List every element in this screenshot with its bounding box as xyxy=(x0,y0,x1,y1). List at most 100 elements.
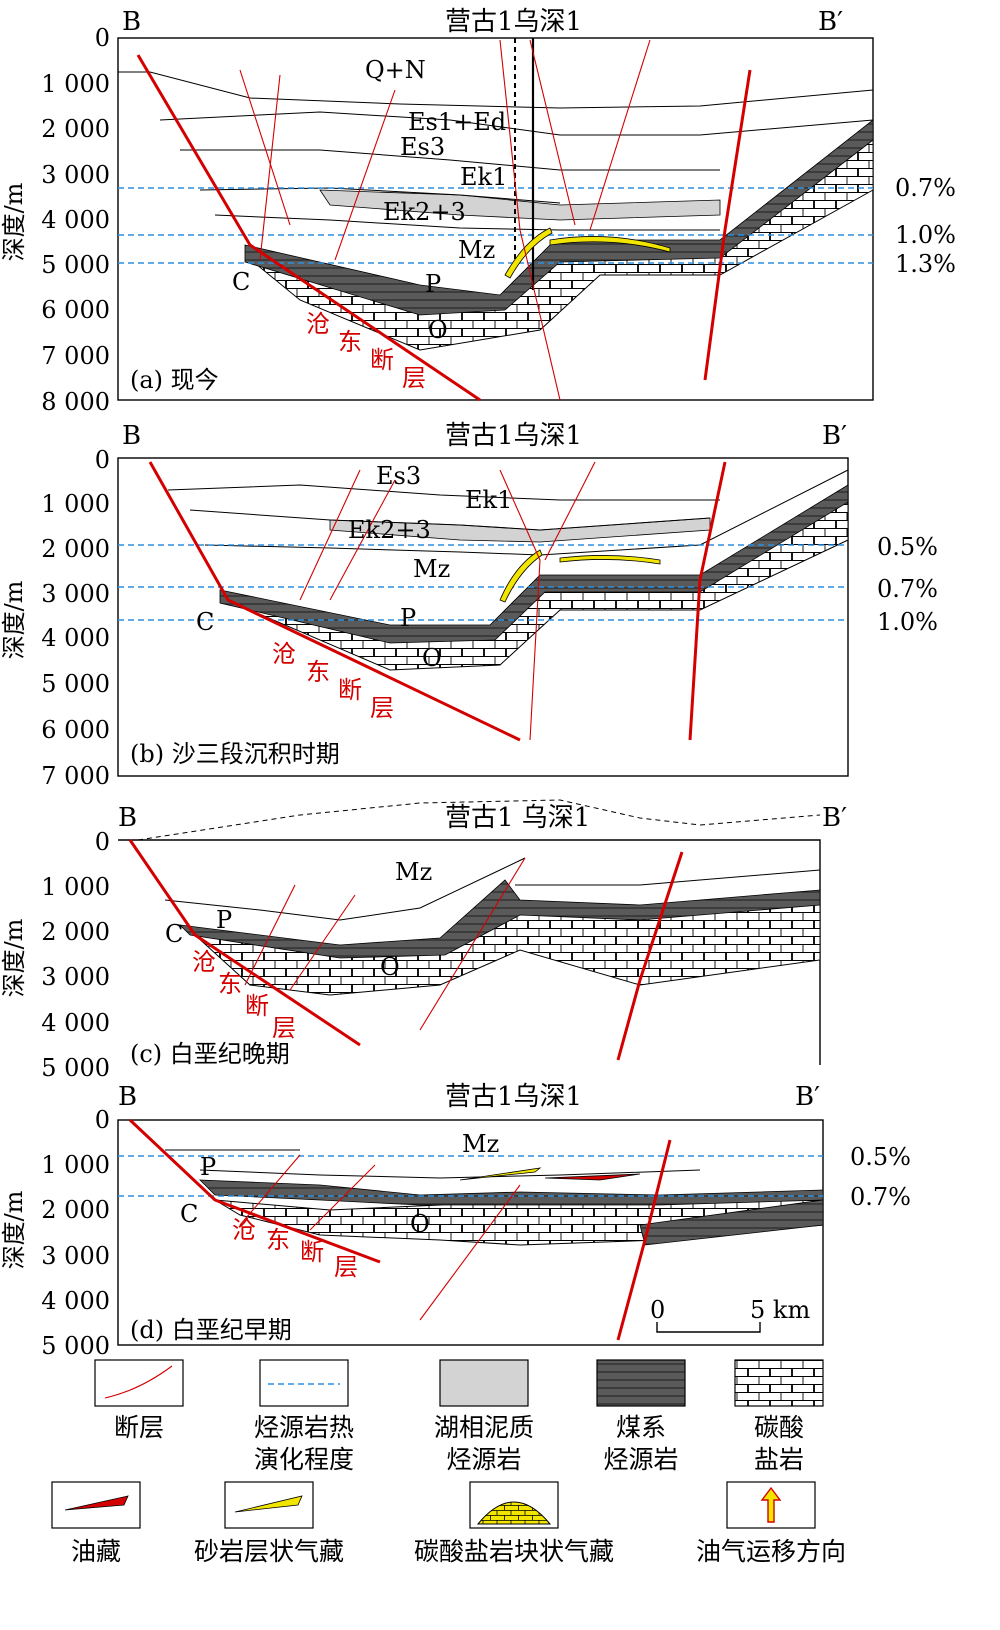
coal-source-unit xyxy=(639,1199,824,1246)
depth-tick: 0 xyxy=(95,828,110,856)
unit-labels: Es3 Ek1 Ek2+3 Mz C P O xyxy=(196,462,512,672)
scale-bar: 0 5 km xyxy=(650,1296,810,1333)
sandstone-gas xyxy=(504,227,553,279)
depth-tick: 4 000 xyxy=(41,1287,110,1315)
legend-swatch-isoline xyxy=(259,1359,349,1407)
legend-migration-arrow-icon xyxy=(760,1486,782,1523)
legend-label: 烃源岩 xyxy=(446,1445,521,1474)
section-start-label: B xyxy=(122,7,141,37)
fault-name-char: 层 xyxy=(370,694,394,722)
sandstone-gas xyxy=(549,236,671,253)
legend-swatch-carbonate xyxy=(734,1359,824,1407)
ro-label: 0.7% xyxy=(877,575,938,603)
depth-tick: 1 000 xyxy=(41,1151,110,1179)
strat-line xyxy=(199,187,561,204)
fault xyxy=(239,69,291,226)
depth-ticks: 0 1 000 2 000 3 000 4 000 5 000 6 000 7 … xyxy=(41,24,110,416)
depth-tick: 2 000 xyxy=(41,535,110,563)
panel-caption: (a) 现今 xyxy=(130,366,219,394)
section-start-label: B xyxy=(122,421,141,451)
fault-name-char: 沧 xyxy=(192,948,216,976)
unit-label: Ek2+3 xyxy=(348,516,431,544)
fault xyxy=(616,1139,672,1341)
panel-caption: (b) 沙三段沉积时期 xyxy=(130,740,340,768)
sandstone-gas xyxy=(459,1167,542,1181)
scale-bar-end: 5 km xyxy=(750,1296,810,1324)
unit-label: O xyxy=(410,1210,430,1238)
unit-label: P xyxy=(400,604,416,632)
depth-tick: 1 000 xyxy=(41,70,110,98)
strat-line xyxy=(164,857,526,921)
strat-line xyxy=(180,149,720,171)
scale-bar-line xyxy=(656,1322,761,1333)
depth-ticks: 0 1 000 2 000 3 000 4 000 5 000 6 000 7 … xyxy=(41,446,110,790)
fault xyxy=(259,74,281,261)
legend-label: 烃源岩热 xyxy=(254,1413,354,1442)
fault xyxy=(419,1184,521,1321)
section-start-label: B xyxy=(118,1082,137,1112)
legend-label: 碳酸 xyxy=(754,1413,804,1442)
section-end-label: B′ xyxy=(795,1082,820,1112)
fault xyxy=(309,1164,376,1231)
depth-axis-label: 深度/m xyxy=(0,1190,28,1269)
legend: 断层 烃源岩热 演化程度 湖相泥质 烃源岩 煤系 烃源岩 碳酸 盐岩 油藏 砂岩… xyxy=(51,1359,846,1566)
fault xyxy=(329,479,396,601)
strat-line xyxy=(515,869,821,886)
unit-labels: Q+N Es1+Ed Es3 Ek1 Ek2+3 Mz C P O xyxy=(232,56,507,344)
legend-sand-gas-icon xyxy=(234,1495,303,1513)
unit-label: O xyxy=(428,316,448,344)
fault-name-char: 断 xyxy=(370,346,394,374)
legend-label: 油气运移方向 xyxy=(696,1537,846,1566)
depth-tick: 1 000 xyxy=(41,873,110,901)
legend-label: 演化程度 xyxy=(254,1445,354,1474)
legend-swatch-fault xyxy=(94,1359,184,1407)
depth-axis-label: 深度/m xyxy=(0,918,28,997)
fault xyxy=(419,857,526,1031)
unit-label: Mz xyxy=(462,1130,499,1158)
panel-frame xyxy=(117,1119,824,1346)
fault xyxy=(544,461,596,561)
fault-name-char: 东 xyxy=(218,970,242,998)
panel-caption: (c) 白垩纪晚期 xyxy=(130,1040,290,1068)
coal-source-unit xyxy=(198,1179,824,1206)
depth-tick: 2 000 xyxy=(41,1196,110,1224)
depth-tick: 4 000 xyxy=(41,1009,110,1037)
coal-source-unit xyxy=(219,484,849,644)
depth-tick: 3 000 xyxy=(41,1242,110,1270)
depth-tick: 0 xyxy=(95,446,110,474)
unit-label: Mz xyxy=(413,555,450,583)
legend-label: 砂岩层状气藏 xyxy=(194,1537,344,1566)
unit-labels: Mz C P O xyxy=(165,858,432,981)
panel-c: B B′ 营古1 乌深1 深度/m 0 1 000 2 000 3 000 4 … xyxy=(0,799,847,1082)
depth-tick: 3 000 xyxy=(41,161,110,189)
cangdong-fault xyxy=(136,54,481,402)
well-labels: 营古1乌深1 xyxy=(445,1082,582,1112)
ro-label: 0.5% xyxy=(877,533,938,561)
depth-tick: 7 000 xyxy=(41,342,110,370)
ro-label: 1.0% xyxy=(877,608,938,636)
fault xyxy=(289,894,356,991)
cangdong-fault xyxy=(128,1118,381,1264)
unit-label: Q+N xyxy=(365,56,426,84)
fault-name-label: 沧 东 断 层 xyxy=(272,640,394,722)
unit-label: O xyxy=(422,644,442,672)
legend-label: 湖相泥质 xyxy=(434,1413,534,1442)
ro-label: 1.0% xyxy=(895,221,956,249)
legend-carbonate-gas-icon xyxy=(476,1501,552,1525)
section-end-label: B′ xyxy=(822,803,847,833)
ro-label: 0.5% xyxy=(850,1143,911,1171)
fault-name-char: 东 xyxy=(338,328,362,356)
well-labels: 营古1乌深1 xyxy=(445,7,582,37)
section-start-label: B xyxy=(118,803,137,833)
legend-label: 烃源岩 xyxy=(603,1445,678,1474)
fault-name-char: 沧 xyxy=(306,310,330,338)
depth-tick: 4 000 xyxy=(41,206,110,234)
unit-label: C xyxy=(196,608,214,636)
unit-label: Es3 xyxy=(376,462,421,490)
panel-frame xyxy=(117,37,874,401)
legend-label: 断层 xyxy=(114,1413,164,1442)
fault-name-char: 断 xyxy=(300,1238,324,1266)
fault xyxy=(499,39,561,401)
fault xyxy=(703,69,752,381)
legend-label: 碳酸盐岩块状气藏 xyxy=(414,1537,614,1566)
